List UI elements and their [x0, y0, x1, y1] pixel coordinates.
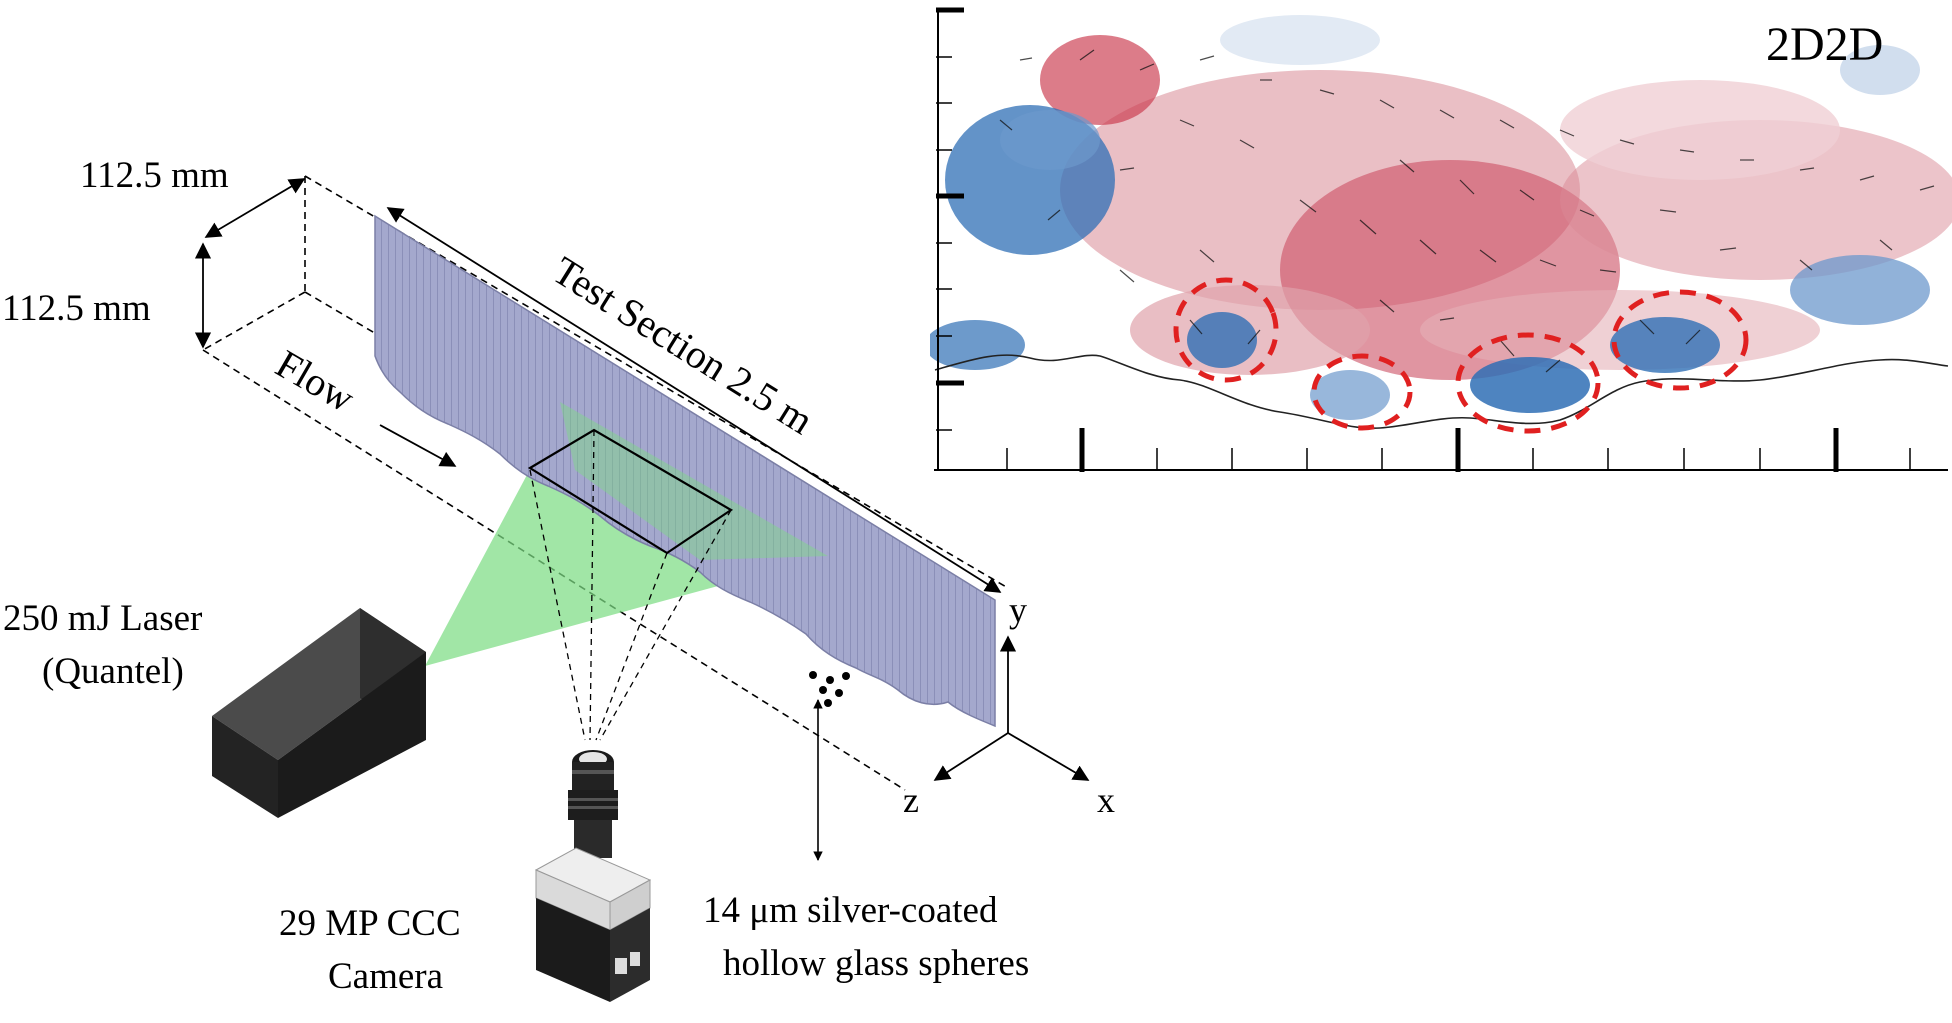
vortex-circle-2 [1311, 353, 1413, 431]
vortex-circle-4 [1611, 289, 1749, 391]
velocity-field-inset [930, 5, 1952, 472]
laser-label-line2: (Quantel) [42, 651, 184, 692]
flow-arrow [379, 424, 457, 467]
width-label: 112.5 mm [80, 155, 229, 196]
width-dimension-arrow [204, 178, 306, 238]
inset-wall-profile [934, 354, 1949, 430]
flow-label: Flow [269, 341, 363, 421]
spheres-label-line2: hollow glass spheres [723, 943, 1029, 984]
height-label: 112.5 mm [2, 288, 151, 329]
camera [534, 750, 652, 1002]
vortex-circle-1 [1173, 277, 1279, 383]
seed-particles-icon [809, 671, 850, 707]
spheres-label-line1: 14 μm silver-coated [703, 890, 998, 931]
vortex-circle-3 [1455, 332, 1601, 434]
test-section-arrow [386, 207, 1002, 593]
laser-box [212, 608, 426, 818]
camera-label-line1: 29 MP CCC [279, 903, 461, 944]
axis-y-label: y [1009, 590, 1027, 630]
inset-title: 2D2D [1766, 18, 1883, 71]
laser-label-line1: 250 mJ Laser [3, 598, 202, 639]
camera-label-line2: Camera [328, 956, 443, 997]
axis-x-label: x [1097, 780, 1115, 820]
coordinate-axes [933, 635, 1090, 781]
axis-z-label: z [903, 780, 919, 820]
